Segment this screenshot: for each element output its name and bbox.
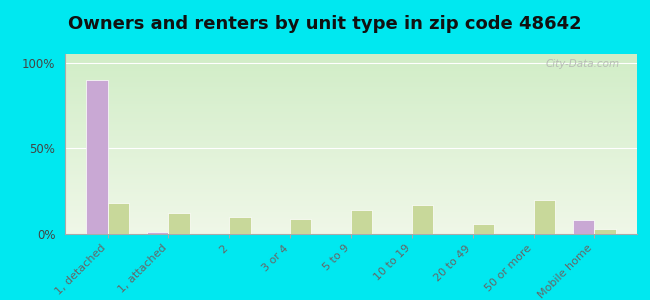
- Bar: [351, 210, 372, 234]
- Bar: [290, 219, 311, 234]
- Bar: [534, 200, 555, 234]
- Bar: [573, 220, 594, 234]
- Bar: [168, 213, 190, 234]
- Text: City-Data.com: City-Data.com: [546, 59, 620, 69]
- Bar: [86, 80, 108, 234]
- Bar: [229, 217, 251, 234]
- Bar: [108, 203, 129, 234]
- Bar: [147, 232, 168, 234]
- Bar: [473, 224, 494, 234]
- Bar: [594, 229, 616, 234]
- Text: Owners and renters by unit type in zip code 48642: Owners and renters by unit type in zip c…: [68, 15, 582, 33]
- Bar: [412, 205, 433, 234]
